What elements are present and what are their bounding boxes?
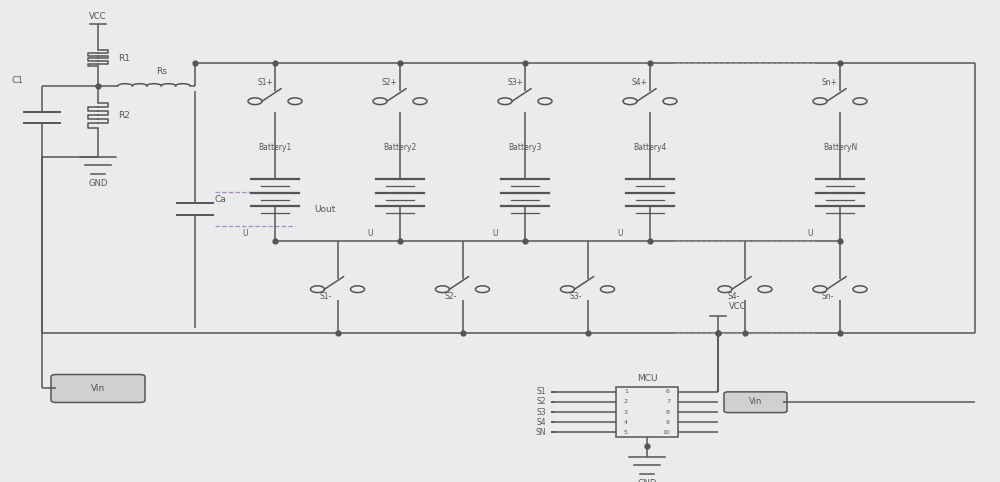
- Text: Battery1: Battery1: [258, 143, 292, 151]
- Text: S2+: S2+: [382, 78, 398, 87]
- Text: 3: 3: [624, 410, 628, 415]
- Text: 7: 7: [666, 400, 670, 404]
- Text: Battery2: Battery2: [383, 143, 417, 151]
- Text: BatteryN: BatteryN: [823, 143, 857, 151]
- Text: Battery3: Battery3: [508, 143, 542, 151]
- Text: C1: C1: [11, 77, 23, 85]
- Text: U: U: [807, 229, 813, 238]
- Text: VCC: VCC: [89, 13, 107, 21]
- Text: 6: 6: [666, 389, 670, 394]
- Text: S1+: S1+: [257, 78, 273, 87]
- Text: Sn+: Sn+: [822, 78, 838, 87]
- Text: Sn-: Sn-: [822, 292, 834, 301]
- Text: U: U: [492, 229, 498, 238]
- Text: 8: 8: [666, 410, 670, 415]
- Text: Vin: Vin: [749, 398, 762, 406]
- Text: S3+: S3+: [507, 78, 523, 87]
- Text: 9: 9: [666, 420, 670, 425]
- Text: MCU: MCU: [637, 374, 657, 383]
- Bar: [616, 387, 678, 438]
- Text: R2: R2: [118, 111, 130, 120]
- Text: S1-: S1-: [320, 292, 332, 301]
- Text: R1: R1: [118, 54, 130, 63]
- Text: Rs: Rs: [156, 67, 167, 76]
- Text: S4: S4: [536, 418, 546, 427]
- Text: Uout: Uout: [314, 205, 336, 214]
- Text: S3: S3: [536, 408, 546, 416]
- Text: GND: GND: [637, 479, 657, 482]
- FancyBboxPatch shape: [724, 392, 787, 413]
- Text: U: U: [242, 229, 248, 238]
- Text: S2: S2: [536, 398, 546, 406]
- Text: Ca: Ca: [214, 195, 226, 204]
- Text: S4+: S4+: [632, 78, 648, 87]
- Text: S2-: S2-: [444, 292, 457, 301]
- Text: VCC: VCC: [729, 302, 747, 310]
- Text: 1: 1: [624, 389, 628, 394]
- Text: Battery4: Battery4: [633, 143, 667, 151]
- Text: U: U: [367, 229, 373, 238]
- Text: S3-: S3-: [570, 292, 582, 301]
- Text: Vin: Vin: [91, 384, 105, 392]
- Text: SN: SN: [535, 428, 546, 437]
- Text: U: U: [617, 229, 623, 238]
- Text: 2: 2: [624, 400, 628, 404]
- Text: 5: 5: [624, 430, 628, 435]
- Text: GND: GND: [88, 179, 108, 187]
- Text: S1: S1: [536, 388, 546, 396]
- Text: S4-: S4-: [727, 292, 739, 301]
- Text: 10: 10: [662, 430, 670, 435]
- FancyBboxPatch shape: [51, 375, 145, 402]
- Text: 4: 4: [624, 420, 628, 425]
